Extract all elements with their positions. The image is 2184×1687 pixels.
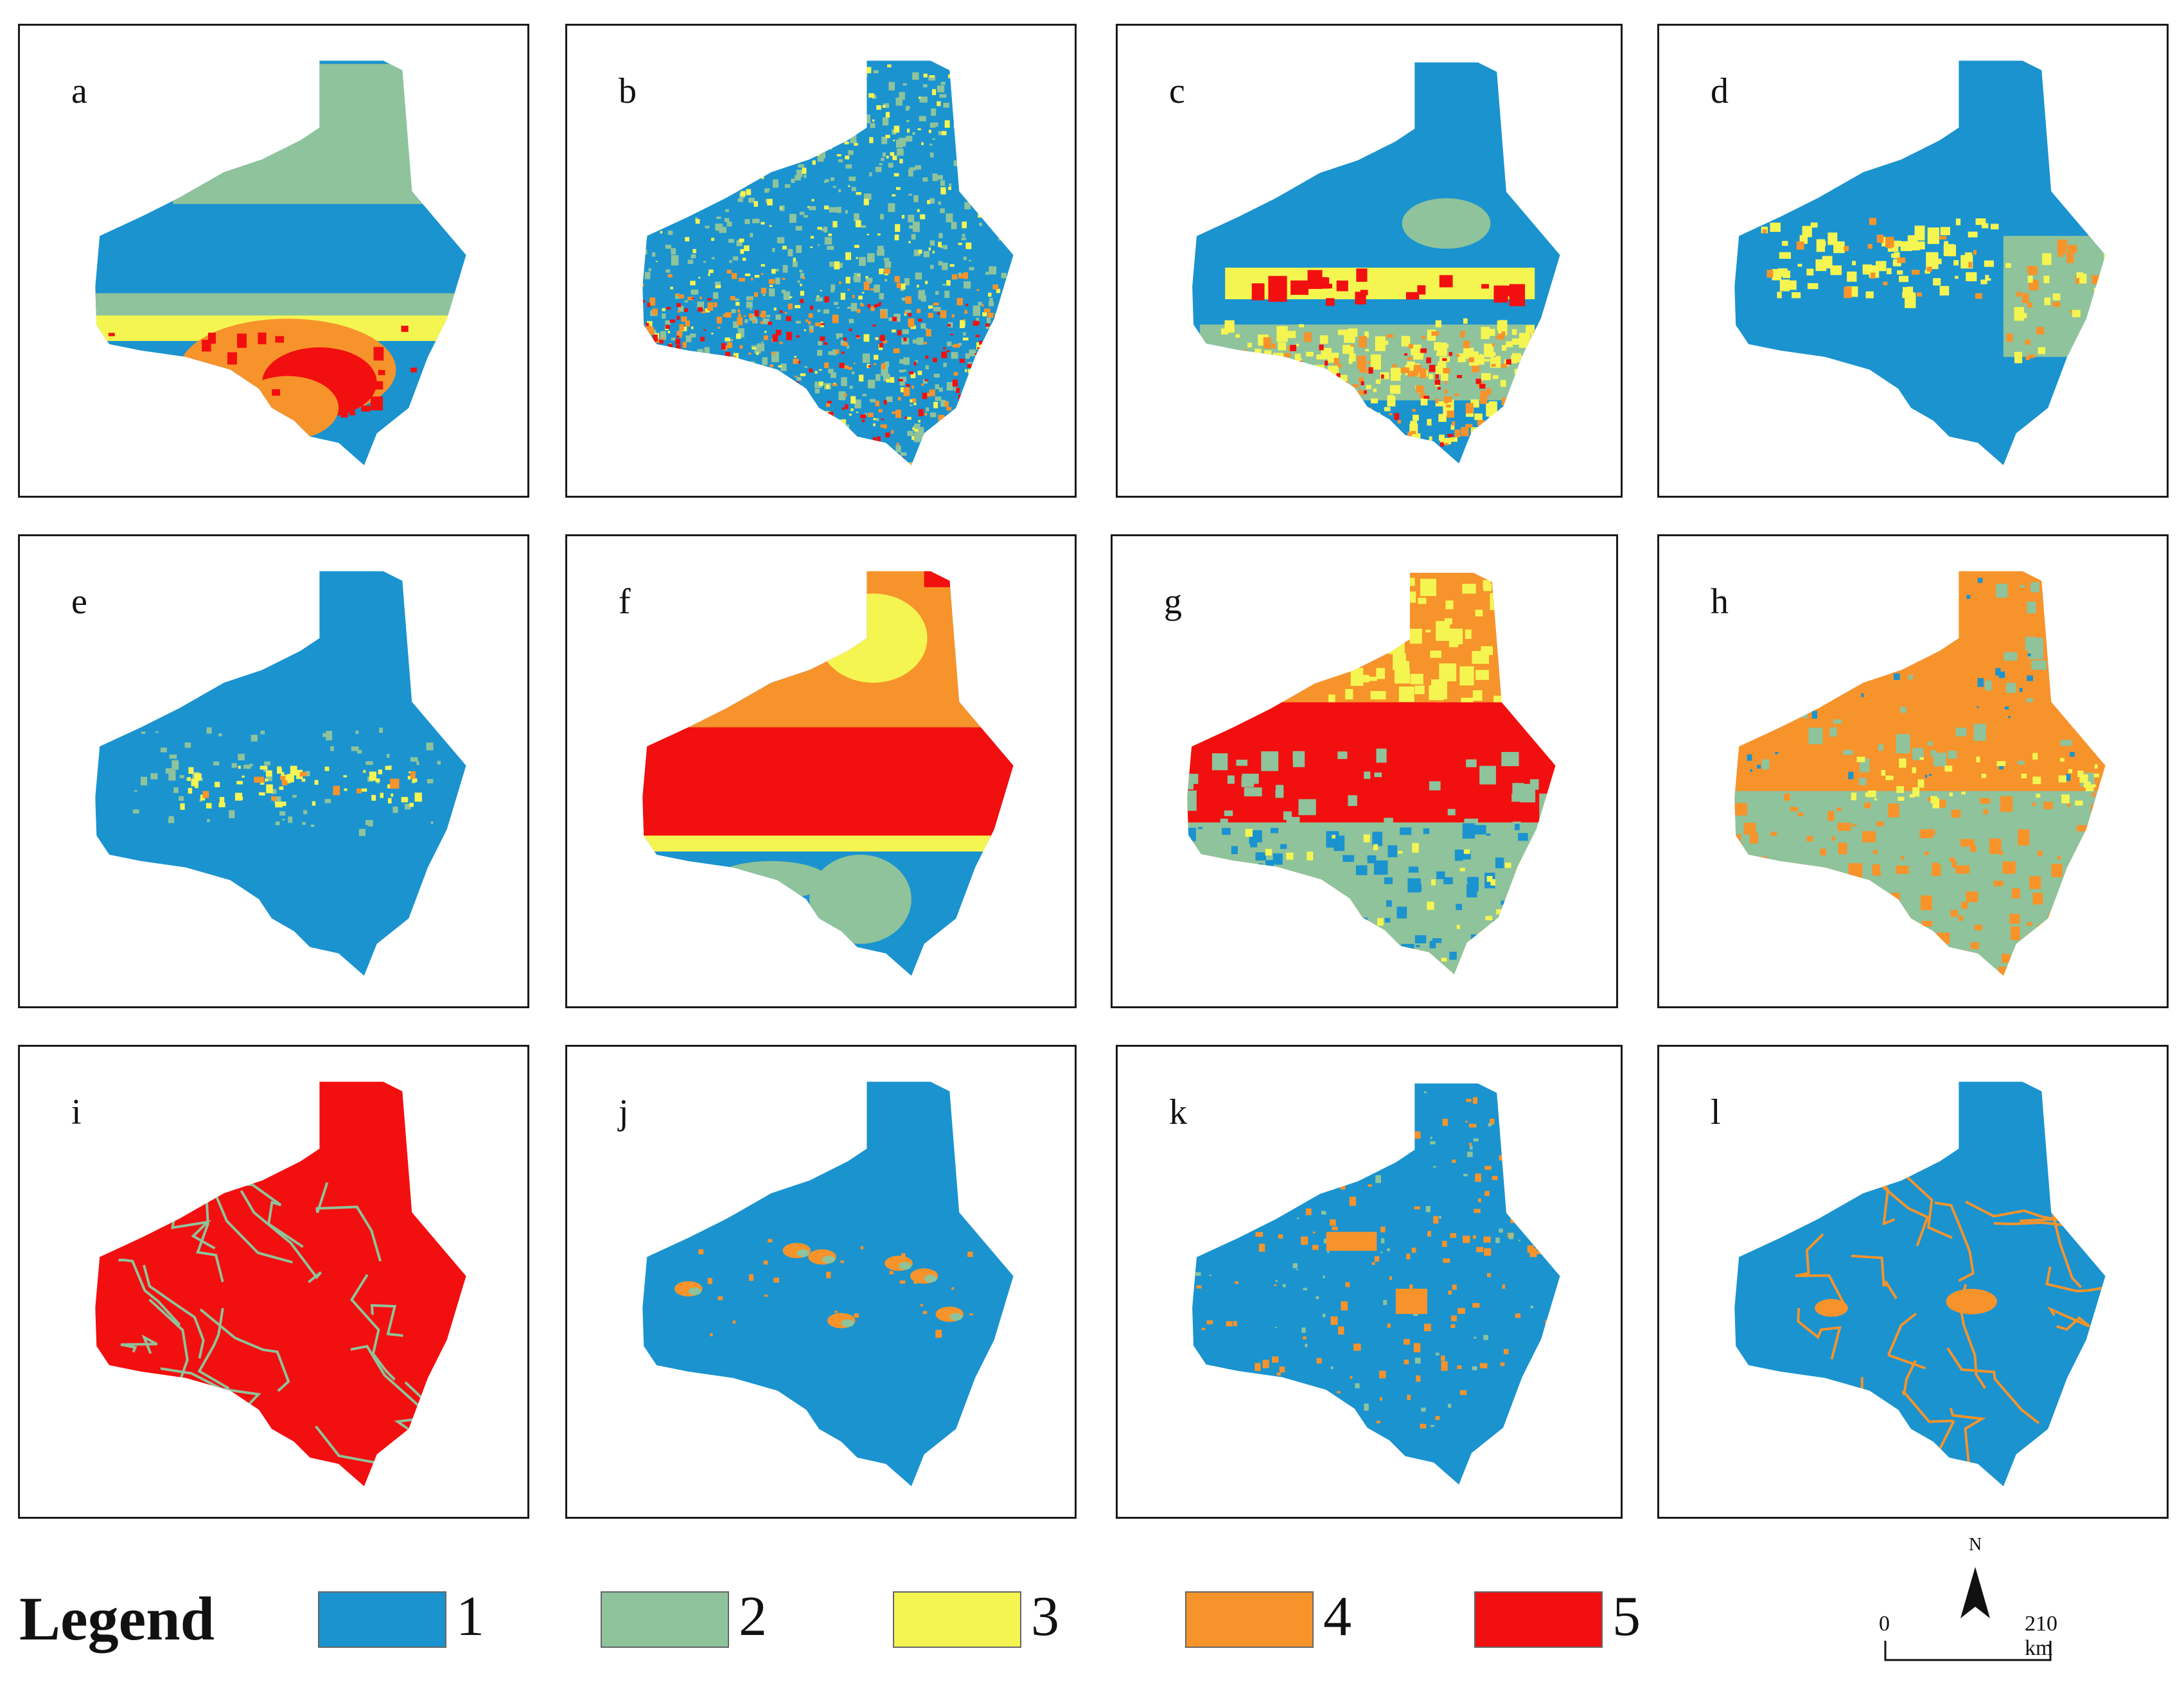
north-arrow-icon: [1884, 1567, 2052, 1661]
north-arrow-scale-bar: N 0 210 km: [1876, 1535, 2081, 1676]
map-d: [1734, 60, 2106, 466]
panel-label-k: k: [1169, 1092, 1187, 1132]
panel-label-h: h: [1711, 582, 1729, 622]
legend-label-3: 3: [1031, 1586, 1059, 1648]
map-panel-b: b: [565, 24, 1077, 498]
map-a: [95, 60, 466, 466]
map-j: [642, 1081, 1014, 1487]
legend-swatch-5: [1474, 1591, 1603, 1648]
legend-swatch-2: [601, 1591, 729, 1648]
map-panel-f: f: [565, 534, 1077, 1008]
panel-label-l: l: [1711, 1092, 1721, 1132]
map-h: [1734, 571, 2106, 976]
legend-swatch-3: [893, 1591, 1021, 1648]
legend-label-1: 1: [456, 1586, 484, 1648]
legend-swatch-1: [318, 1591, 446, 1648]
north-label: N: [1969, 1535, 1982, 1555]
panel-label-a: a: [71, 71, 87, 111]
map-i: [95, 1081, 466, 1487]
map-l: [1734, 1081, 2106, 1487]
map-panel-k: k: [1116, 1045, 1623, 1519]
map-panel-a: a: [18, 24, 529, 498]
map-g: [1187, 572, 1556, 975]
map-c: [1192, 62, 1560, 464]
map-panel-i: i: [18, 1045, 529, 1519]
panel-label-j: j: [619, 1092, 629, 1132]
panel-label-c: c: [1169, 71, 1185, 111]
legend-title: Legend: [19, 1584, 215, 1653]
map-b: [642, 60, 1014, 466]
panel-label-f: f: [619, 582, 631, 622]
map-panel-d: d: [1657, 24, 2169, 498]
map-k: [1192, 1083, 1560, 1485]
map-panel-h: h: [1657, 534, 2169, 1008]
scale-start-label: 0: [1879, 1612, 1890, 1636]
scale-end-label: 210 km: [2025, 1612, 2057, 1660]
map-panel-c: c: [1116, 24, 1623, 498]
panel-label-g: g: [1164, 582, 1182, 622]
map-e: [95, 571, 466, 976]
panel-label-e: e: [71, 582, 87, 622]
legend-label-2: 2: [739, 1586, 767, 1648]
map-f: [642, 571, 1014, 976]
legend-label-5: 5: [1612, 1586, 1641, 1648]
map-panel-g: g: [1111, 534, 1618, 1008]
legend-label-4: 4: [1323, 1586, 1352, 1648]
legend-swatch-4: [1185, 1591, 1314, 1648]
map-panel-e: e: [18, 534, 529, 1008]
map-panel-l: l: [1657, 1045, 2169, 1519]
panel-label-b: b: [619, 71, 637, 111]
map-panel-j: j: [565, 1045, 1077, 1519]
panel-label-d: d: [1711, 71, 1729, 111]
panel-label-i: i: [71, 1092, 82, 1132]
